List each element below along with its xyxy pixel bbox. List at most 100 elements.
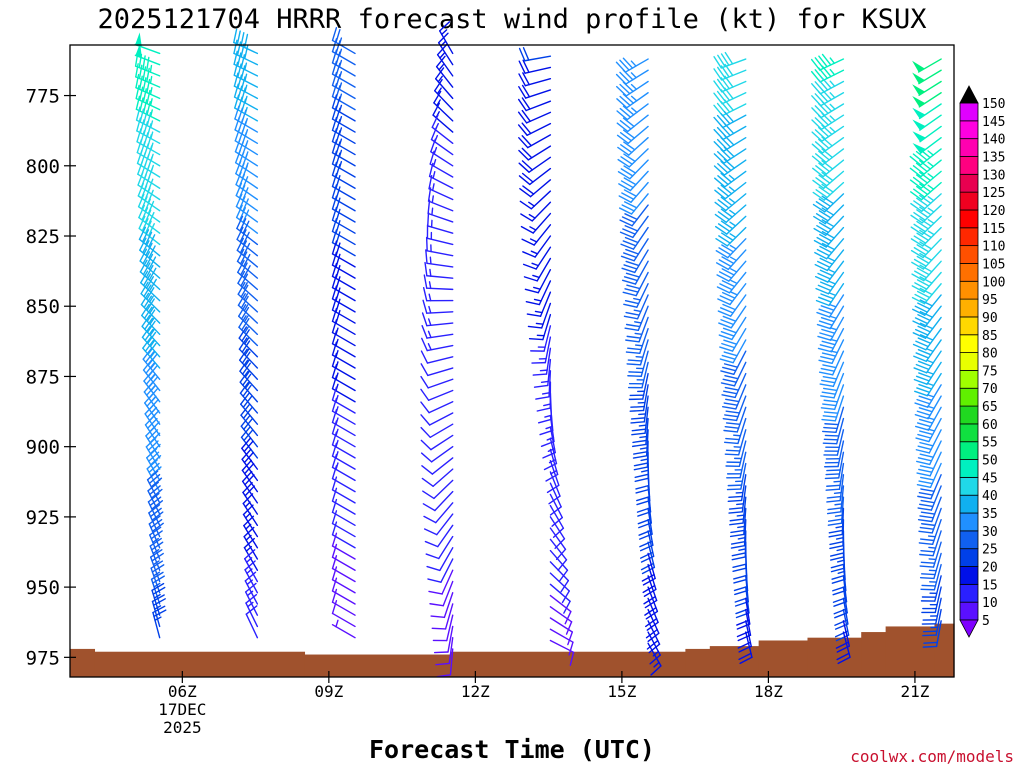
wind-barb xyxy=(910,226,942,247)
barb-line xyxy=(634,332,643,336)
barb-line xyxy=(527,325,543,329)
barb-line xyxy=(820,407,836,411)
wind-barb xyxy=(549,583,571,614)
barb-line xyxy=(919,430,934,436)
wind-barb xyxy=(914,384,942,408)
barb-line xyxy=(331,465,338,480)
barb-line xyxy=(720,330,735,337)
color-swatch xyxy=(959,423,979,443)
color-swatch xyxy=(959,120,979,140)
barb-line xyxy=(919,465,935,470)
barb-line xyxy=(528,337,544,341)
barb-line xyxy=(732,567,747,573)
barb-line xyxy=(233,50,238,65)
barb-line xyxy=(237,293,246,306)
barb-line xyxy=(640,458,649,462)
barb-line xyxy=(822,403,837,407)
barb-line xyxy=(729,518,745,522)
barb-line xyxy=(821,195,835,205)
barb-line xyxy=(240,415,251,427)
barb-line xyxy=(428,305,432,314)
ground-segment xyxy=(304,654,452,677)
barb-line xyxy=(331,319,338,334)
barb-line xyxy=(912,308,926,316)
barb-line xyxy=(139,108,145,123)
barb-line xyxy=(145,362,156,374)
barb-line xyxy=(150,530,163,540)
barb-line xyxy=(152,575,165,584)
wind-barb xyxy=(714,204,747,223)
barb-line xyxy=(549,583,571,602)
barb-line xyxy=(718,259,732,268)
barb-line xyxy=(240,306,250,320)
wind-barb xyxy=(914,406,942,431)
barb-line xyxy=(242,198,249,212)
wind-barb xyxy=(713,122,747,141)
barb-line xyxy=(723,402,739,406)
barb-line xyxy=(721,256,735,265)
barb-line xyxy=(627,375,642,377)
barb-line xyxy=(539,369,548,372)
barb-line xyxy=(821,77,832,89)
barb-line xyxy=(719,283,733,291)
barb-line xyxy=(331,49,338,64)
color-scale-label: 105 xyxy=(982,257,1005,272)
ground-segment xyxy=(934,623,955,677)
barb-line xyxy=(919,218,932,227)
barb-line xyxy=(144,392,155,404)
wind-barb xyxy=(623,283,649,308)
barb-line xyxy=(631,107,638,114)
barb-line xyxy=(628,371,644,374)
barb-line xyxy=(146,100,151,116)
wind-barb xyxy=(713,111,747,129)
barb-line xyxy=(919,276,933,284)
barb-line xyxy=(729,256,738,262)
barb-line xyxy=(644,606,657,616)
barb-line xyxy=(422,490,435,500)
barb-line xyxy=(821,418,837,422)
barb-line xyxy=(149,75,153,84)
barb-line xyxy=(551,516,563,527)
barb-line xyxy=(825,488,841,491)
barb-line xyxy=(918,542,934,545)
wind-barb xyxy=(620,226,649,250)
wind-barb xyxy=(815,271,845,295)
barb-line xyxy=(720,53,730,66)
barb-line xyxy=(815,299,830,307)
barb-line xyxy=(148,256,157,270)
barb-line xyxy=(630,60,637,67)
barb-line xyxy=(244,485,256,497)
credit-link[interactable]: coolwx.com/models xyxy=(850,747,1014,766)
barb-line xyxy=(634,473,649,479)
barb-line xyxy=(650,665,662,676)
wind-barb xyxy=(139,259,161,291)
barb-line xyxy=(240,284,249,298)
barb-line xyxy=(624,213,638,221)
wind-barb xyxy=(713,99,747,117)
barb-line xyxy=(420,350,429,364)
barb-line xyxy=(153,582,161,588)
barb-line xyxy=(427,343,432,351)
barb-line xyxy=(829,92,836,99)
barb-line xyxy=(624,288,639,293)
x-tick-date: 17DEC xyxy=(158,700,206,719)
barb-line xyxy=(909,155,922,166)
barb-line xyxy=(737,525,746,529)
barb-line xyxy=(927,184,935,190)
barb-line xyxy=(331,240,338,255)
barb-line xyxy=(150,518,163,529)
wind-barb xyxy=(428,162,454,189)
barb-line xyxy=(919,526,935,530)
barb-line xyxy=(150,488,163,499)
wind-barb xyxy=(425,535,454,560)
barb-line xyxy=(532,373,548,376)
wind-barbs xyxy=(134,21,942,678)
barb-line xyxy=(243,526,255,538)
barb-line xyxy=(432,102,440,116)
barb-line xyxy=(549,606,573,623)
barb-line xyxy=(241,437,252,449)
barb-line xyxy=(822,387,838,392)
barb-line xyxy=(244,549,256,560)
wind-barb xyxy=(519,190,552,210)
barb-line xyxy=(821,207,835,216)
